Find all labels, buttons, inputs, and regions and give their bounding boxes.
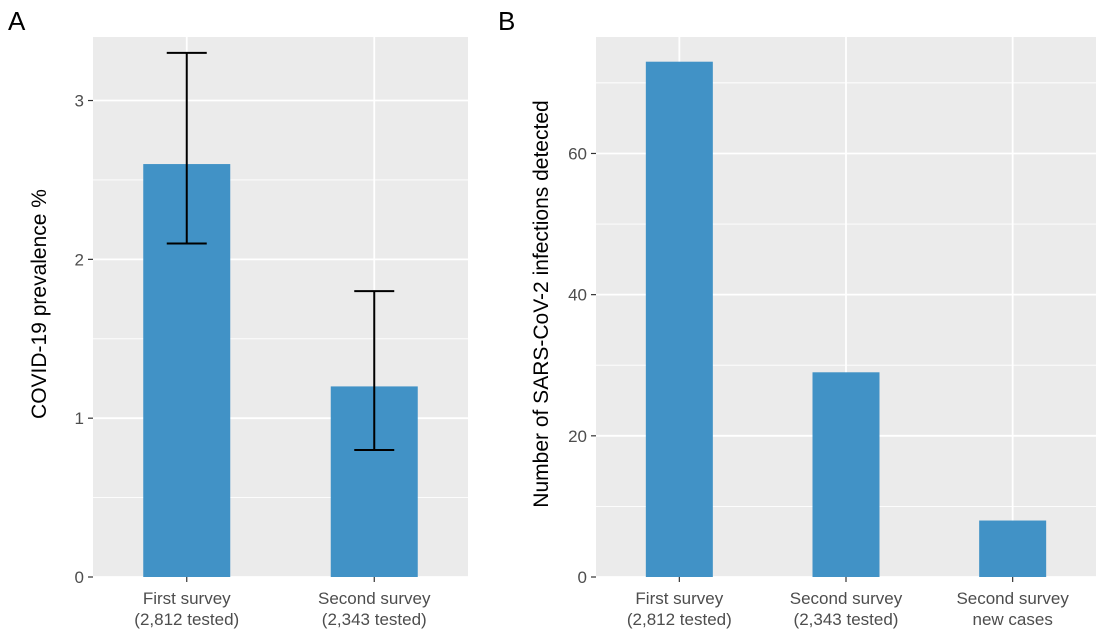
y-tick-label: 60 xyxy=(568,144,587,163)
x-tick-label-line: Second survey xyxy=(790,589,903,608)
panel-a: 0 1 2 3 First survey (2,812 tested) Second sur… xyxy=(8,6,468,629)
panel-label: B xyxy=(498,6,515,36)
y-axis-title: Number of SARS-CoV-2 infections detected xyxy=(530,100,553,507)
x-tick-label-line: First survey xyxy=(143,589,231,608)
error-bar xyxy=(166,51,207,245)
y-tick-label: 1 xyxy=(75,409,84,428)
y-tick-label: 0 xyxy=(578,568,587,587)
error-bar xyxy=(354,290,395,451)
bar xyxy=(645,61,713,578)
x-tick-label-line: Second survey xyxy=(318,589,431,608)
x-tick-label: First survey (2,812 tested) xyxy=(134,589,239,629)
x-tick-label-line: new cases xyxy=(973,610,1053,629)
y-tick-label: 20 xyxy=(568,427,587,446)
y-tick-label: 40 xyxy=(568,286,587,305)
x-tick-label: Second survey new cases xyxy=(956,589,1069,629)
panel-label: A xyxy=(8,6,26,36)
bar xyxy=(812,372,880,577)
x-tick-label-line: (2,343 tested) xyxy=(322,610,427,629)
bar xyxy=(979,520,1047,577)
x-tick-label-line: (2,343 tested) xyxy=(794,610,899,629)
x-tick-label-line: First survey xyxy=(635,589,723,608)
y-tick-label: 2 xyxy=(75,250,84,269)
x-tick-label-line: (2,812 tested) xyxy=(627,610,732,629)
x-tick-label: First survey (2,812 tested) xyxy=(627,589,732,629)
x-tick-label: Second survey (2,343 tested) xyxy=(318,589,431,629)
y-tick-label: 0 xyxy=(75,568,84,587)
y-axis-title: COVID-19 prevalence % xyxy=(28,189,51,419)
x-tick-label-line: Second survey xyxy=(956,589,1069,608)
x-tick-label-line: (2,812 tested) xyxy=(134,610,239,629)
y-tick-label: 3 xyxy=(75,92,84,111)
panel-b: 0 20 40 60 First survey (2,812 tested) Second … xyxy=(498,6,1096,629)
x-tick-label: Second survey (2,343 tested) xyxy=(790,589,903,629)
